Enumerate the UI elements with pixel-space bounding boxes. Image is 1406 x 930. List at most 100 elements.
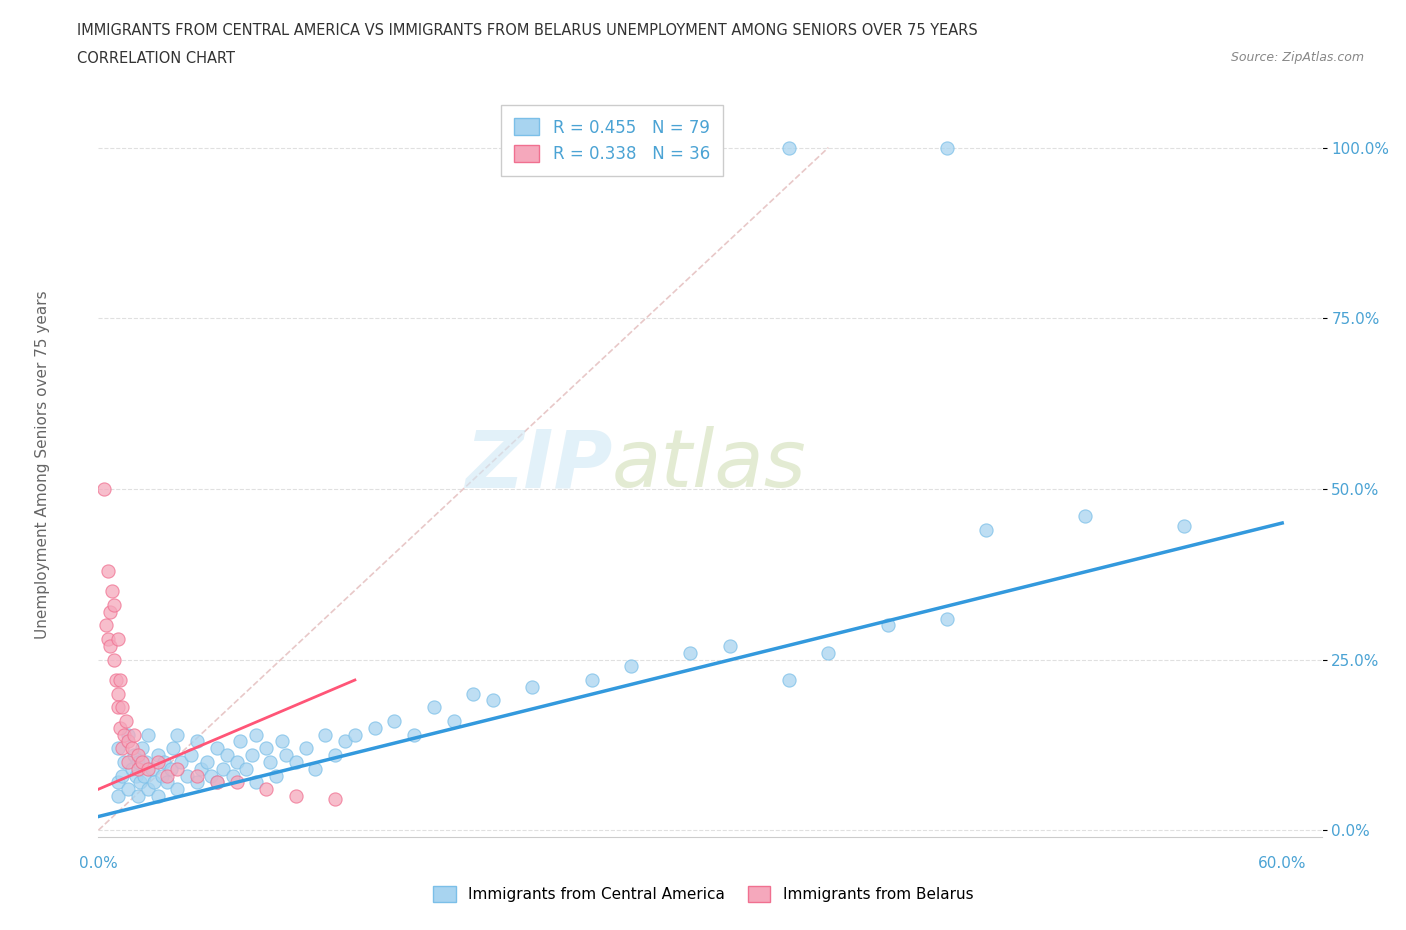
Point	[156, 768, 179, 783]
Point	[186, 768, 208, 783]
Point	[93, 482, 115, 497]
Point	[205, 775, 228, 790]
Point	[176, 768, 198, 783]
Point	[117, 782, 139, 797]
Point	[117, 734, 139, 749]
Point	[128, 775, 150, 790]
Point	[162, 741, 184, 756]
Point	[190, 762, 212, 777]
Point	[117, 754, 139, 769]
Point	[294, 741, 316, 756]
Point	[264, 768, 287, 783]
Text: IMMIGRANTS FROM CENTRAL AMERICA VS IMMIGRANTS FROM BELARUS UNEMPLOYMENT AMONG SE: IMMIGRANTS FROM CENTRAL AMERICA VS IMMIG…	[77, 23, 979, 38]
Point	[122, 727, 145, 742]
Point	[778, 140, 800, 155]
Point	[245, 727, 267, 742]
Point	[343, 727, 366, 742]
Point	[205, 775, 228, 790]
Point	[170, 754, 193, 769]
Point	[98, 604, 121, 619]
Point	[211, 762, 233, 777]
Point	[180, 748, 202, 763]
Point	[101, 584, 124, 599]
Point	[111, 700, 134, 715]
Point	[482, 693, 505, 708]
Point	[817, 645, 839, 660]
Point	[221, 768, 243, 783]
Point	[254, 782, 277, 797]
Point	[166, 782, 188, 797]
Point	[103, 652, 125, 667]
Text: atlas: atlas	[612, 426, 807, 504]
Point	[522, 680, 544, 695]
Point	[186, 775, 208, 790]
Point	[259, 754, 281, 769]
Point	[323, 792, 346, 807]
Point	[105, 672, 128, 687]
Point	[205, 741, 228, 756]
Point	[146, 789, 169, 804]
Point	[935, 611, 957, 626]
Point	[254, 741, 277, 756]
Legend: Immigrants from Central America, Immigrants from Belarus: Immigrants from Central America, Immigra…	[426, 880, 980, 909]
Point	[235, 762, 257, 777]
Point	[876, 618, 898, 632]
Point	[323, 748, 346, 763]
Point	[107, 789, 129, 804]
Point	[136, 762, 159, 777]
Point	[935, 140, 957, 155]
Point	[620, 140, 643, 155]
Point	[141, 762, 163, 777]
Point	[195, 754, 218, 769]
Point	[121, 762, 143, 777]
Point	[103, 597, 125, 612]
Text: ZIP: ZIP	[465, 426, 612, 504]
Point	[111, 741, 134, 756]
Point	[974, 523, 997, 538]
Point	[152, 754, 174, 769]
Point	[108, 721, 131, 736]
Point	[135, 754, 157, 769]
Point	[240, 748, 263, 763]
Point	[156, 775, 179, 790]
Point	[382, 713, 405, 728]
Point	[443, 713, 465, 728]
Point	[200, 768, 222, 783]
Point	[404, 727, 426, 742]
Point	[166, 762, 188, 777]
Point	[131, 741, 153, 756]
Point	[225, 775, 247, 790]
Point	[127, 748, 149, 763]
Point	[125, 768, 148, 783]
Point	[423, 700, 446, 715]
Point	[581, 672, 603, 687]
Point	[122, 748, 145, 763]
Point	[463, 686, 485, 701]
Point	[131, 754, 153, 769]
Point	[679, 645, 702, 660]
Point	[112, 754, 135, 769]
Point	[107, 741, 129, 756]
Point	[108, 672, 131, 687]
Point	[136, 727, 159, 742]
Point	[150, 768, 173, 783]
Legend: R = 0.455   N = 79, R = 0.338   N = 36: R = 0.455 N = 79, R = 0.338 N = 36	[501, 105, 723, 177]
Point	[314, 727, 336, 742]
Point	[136, 782, 159, 797]
Point	[117, 727, 139, 742]
Point	[107, 700, 129, 715]
Text: 0.0%: 0.0%	[79, 856, 118, 870]
Point	[127, 762, 149, 777]
Point	[1173, 519, 1195, 534]
Point	[363, 721, 385, 736]
Point	[111, 768, 134, 783]
Point	[146, 754, 169, 769]
Point	[98, 638, 121, 653]
Point	[160, 762, 183, 777]
Point	[115, 713, 138, 728]
Point	[245, 775, 267, 790]
Point	[127, 754, 149, 769]
Point	[718, 638, 741, 653]
Point	[107, 775, 129, 790]
Point	[304, 762, 326, 777]
